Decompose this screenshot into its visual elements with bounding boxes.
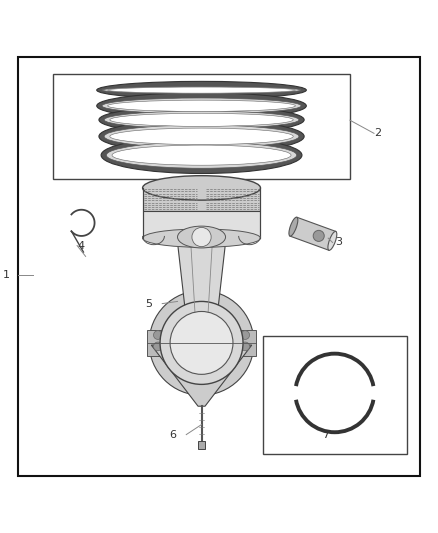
Ellipse shape (99, 120, 304, 153)
Polygon shape (290, 217, 336, 251)
Circle shape (153, 330, 162, 340)
Circle shape (313, 230, 324, 241)
Ellipse shape (143, 229, 261, 247)
Circle shape (241, 342, 250, 351)
Polygon shape (177, 243, 226, 338)
Ellipse shape (108, 100, 295, 111)
Circle shape (192, 228, 211, 247)
Ellipse shape (110, 113, 293, 126)
Ellipse shape (101, 137, 302, 174)
Ellipse shape (97, 93, 306, 119)
Bar (147, 330, 169, 356)
Ellipse shape (112, 145, 291, 165)
Bar (198, 441, 205, 449)
Ellipse shape (104, 111, 299, 128)
Bar (143, 188, 261, 211)
Ellipse shape (108, 87, 295, 93)
Bar (263, 336, 407, 454)
Ellipse shape (104, 125, 299, 148)
Polygon shape (151, 345, 252, 406)
Bar (234, 330, 256, 356)
Text: 1: 1 (3, 270, 10, 280)
Bar (53, 75, 350, 179)
Circle shape (241, 330, 250, 340)
Ellipse shape (99, 106, 304, 134)
Text: 2: 2 (374, 128, 381, 139)
Text: 7: 7 (321, 430, 329, 440)
Ellipse shape (110, 128, 293, 144)
Circle shape (153, 342, 162, 351)
Ellipse shape (106, 142, 297, 168)
Ellipse shape (177, 226, 226, 248)
Bar (143, 211, 261, 238)
Circle shape (170, 311, 233, 374)
Circle shape (160, 302, 243, 384)
Text: 4: 4 (77, 240, 84, 251)
Ellipse shape (102, 98, 301, 114)
Ellipse shape (102, 87, 301, 94)
Text: 6: 6 (169, 430, 176, 440)
Ellipse shape (289, 217, 298, 236)
Ellipse shape (97, 82, 306, 99)
Text: 3: 3 (335, 238, 342, 247)
Ellipse shape (328, 231, 337, 251)
Circle shape (149, 290, 254, 395)
Ellipse shape (143, 176, 261, 200)
Text: 5: 5 (145, 298, 152, 309)
